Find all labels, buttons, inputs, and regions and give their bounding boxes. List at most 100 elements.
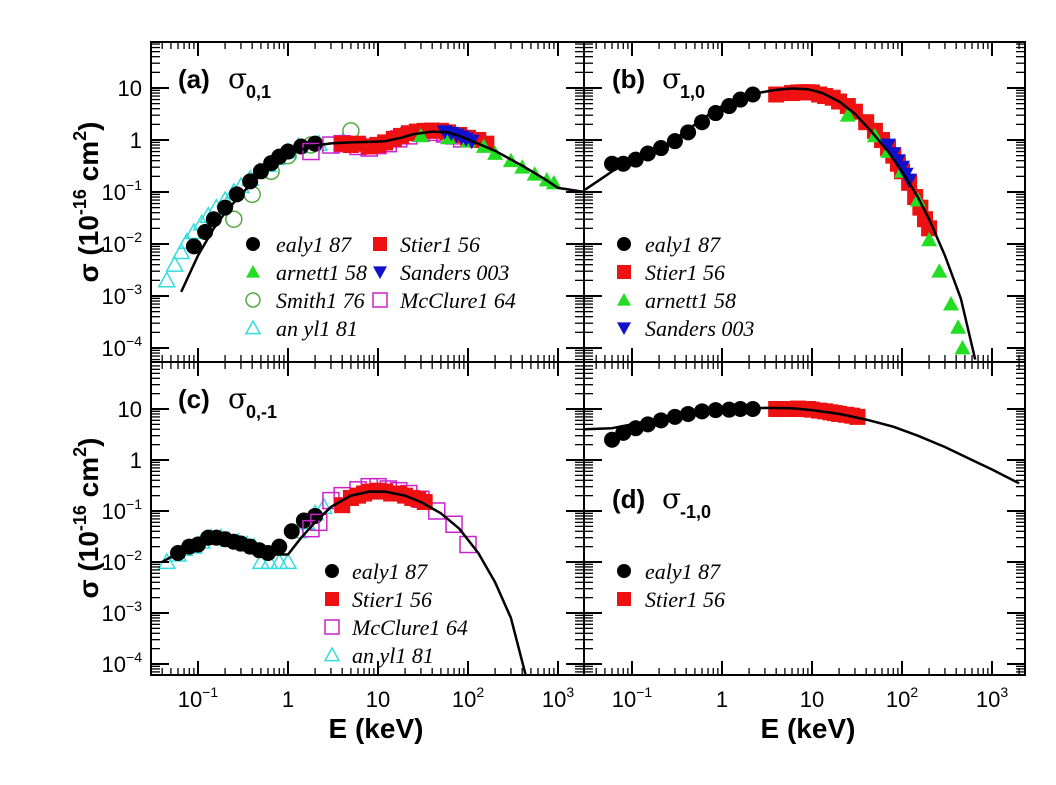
plot-area-d (584, 400, 1020, 485)
series-ealy1-87 (170, 507, 324, 562)
data-point (445, 515, 463, 533)
data-point (283, 523, 300, 540)
legend-item-stier1-56: Stier1 56 (617, 260, 725, 285)
legend-marker (244, 319, 262, 335)
legend-item-mcclure1-64: McClure1 64 (324, 615, 468, 640)
y-tick-label: 10−4 (102, 649, 143, 677)
legend-item-ealy1-87: ealy1 87 (246, 232, 352, 257)
data-point (545, 174, 562, 190)
data-point (487, 145, 504, 160)
legend-b: ealy1 87 Stier1 56 arnett1 58 Sanders 003 (617, 232, 754, 341)
y-axis-label-bottom: σ (10-16 cm2) (70, 437, 104, 598)
plot-area-c (157, 477, 527, 675)
legend-item-stier1-56: Stier1 56 (373, 232, 480, 257)
ticks-d (584, 362, 1025, 675)
panel-subscript: 1,0 (680, 82, 705, 102)
x-tick-label: 10−1 (612, 684, 653, 712)
ticks-b (584, 42, 1025, 362)
legend-item-sanders-003: Sanders 003 (373, 260, 509, 285)
legend-item-sanders-003: Sanders 003 (617, 316, 754, 341)
data-point (428, 502, 446, 520)
x-tick-label: 103 (976, 684, 1008, 712)
panel-sigma: σ (662, 62, 681, 95)
y-tick-label: 10−1 (102, 177, 143, 205)
panel-subscript: -1,0 (680, 502, 711, 522)
legend-label: Stier1 56 (645, 587, 725, 612)
data-point (412, 127, 429, 143)
legend-item-arnett1-58: arnett1 58 (246, 260, 367, 285)
data-point (228, 186, 245, 203)
x-tick-label: 1 (282, 687, 294, 712)
panel-sigma: σ (228, 382, 247, 415)
y-tick-label: 10−3 (102, 281, 143, 309)
legend-label: McClure1 64 (399, 288, 516, 313)
x-axis-label-left: E (keV) (329, 713, 424, 744)
x-tick-label: 103 (542, 684, 574, 712)
data-point (280, 143, 296, 160)
data-point (271, 538, 288, 555)
panel-subscript: 0,-1 (246, 402, 277, 422)
y-tick-label: 10 (118, 76, 142, 101)
data-point (921, 231, 938, 247)
data-point (157, 270, 177, 288)
legend-d: ealy1 87 Stier1 56 (617, 559, 725, 612)
legend-marker (617, 322, 631, 335)
legend-item-arnett1-58: arnett1 58 (617, 288, 736, 313)
legend-label: McClure1 64 (351, 615, 468, 640)
data-point (680, 124, 697, 141)
legend-marker (245, 292, 261, 308)
data-point (942, 296, 959, 311)
legend-label: ealy1 87 (645, 232, 721, 257)
data-point (225, 210, 243, 228)
x-tick-label: 102 (452, 684, 484, 712)
ticks-a (151, 42, 584, 362)
panel-sigma: σ (662, 482, 681, 515)
y-tick-label: 10−3 (102, 598, 143, 626)
data-point (171, 242, 191, 260)
frame-a (150, 41, 585, 363)
legend-label: Sanders 003 (645, 316, 754, 341)
ticks-c (151, 362, 584, 675)
legend-item-ealy1-87: ealy1 87 (617, 232, 721, 257)
x-tick-label: 10−1 (178, 684, 219, 712)
legend-c: ealy1 87 Stier1 56 McClure1 64 an yl1 81 (323, 559, 468, 668)
data-point (615, 424, 632, 441)
x-tick-label: 10 (366, 687, 390, 712)
legend-marker (617, 293, 631, 306)
legend-marker (246, 265, 260, 278)
theory-curve (584, 406, 1020, 485)
legend-marker (323, 646, 341, 662)
x-tick-label: 10 (800, 687, 824, 712)
legend-a: ealy1 87 arnett1 58 Smith1 76 an yl1 81 Stie… (244, 232, 516, 341)
legend-label: Stier1 56 (645, 260, 725, 285)
panel-label: (d) (612, 484, 645, 514)
theory-curve (180, 130, 584, 293)
legend-item-stier1-56: Stier1 56 (325, 587, 432, 612)
series-stier1-56 (768, 84, 938, 237)
legend-marker (325, 564, 339, 578)
data-point (310, 513, 328, 532)
legend-label: Stier1 56 (352, 587, 432, 612)
data-point (302, 142, 320, 161)
panel-sigma: σ (228, 62, 247, 95)
data-point (440, 129, 457, 145)
panel-b: (b) σ1,0 ealy1 87 Stier1 56 arnett1 58 Sander… (584, 62, 977, 360)
panel-d: (d) σ-1,0 ealy1 87 Stier1 56 (584, 400, 1020, 612)
data-point (921, 220, 938, 237)
data-point (880, 138, 897, 154)
legend-item-ealy1-87: ealy1 87 (617, 559, 721, 584)
legend-item-stier1-56: Stier1 56 (617, 587, 725, 612)
plot-area-b (584, 84, 977, 360)
y-tick-label: 10−1 (102, 496, 143, 524)
y-tick-label: 10−4 (102, 333, 143, 361)
legend-label: Sanders 003 (400, 260, 509, 285)
panel-a: (a) σ0,1 ealy1 87 arnett1 58 Smith1 76 an yl1… (157, 62, 584, 341)
legend-marker (617, 564, 631, 578)
legend-item-an-yl1-81: an yl1 81 (244, 316, 358, 341)
data-point (459, 535, 477, 554)
legend-marker (617, 592, 631, 606)
legend-label: ealy1 87 (352, 559, 428, 584)
series-arnett1-58 (839, 107, 971, 355)
